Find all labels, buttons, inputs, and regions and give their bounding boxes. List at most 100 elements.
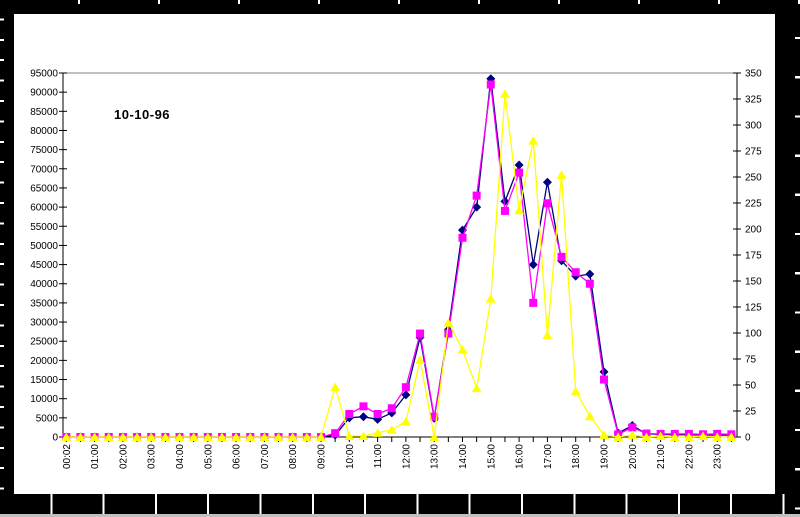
chart-canvas[interactable]: 0 5000 10000 15000 20000 25000 30000 35000 40000… — [14, 14, 775, 494]
triangle-marker — [117, 432, 128, 441]
triangle-marker — [316, 432, 326, 441]
triangle-marker — [655, 431, 666, 440]
series-3-yellow-triangle-line — [66, 93, 732, 438]
triangle-marker — [344, 431, 355, 440]
square-marker — [331, 429, 340, 438]
triangle-marker — [443, 318, 454, 327]
square-marker — [515, 168, 524, 177]
left-axis-labels: 0 5000 10000 15000 20000 25000 30000 35000 40000… — [30, 69, 67, 444]
triangle-marker — [613, 432, 624, 441]
x-axis-tick-label: 20:00 — [628, 444, 639, 469]
triangle-marker — [400, 416, 411, 426]
square-marker — [345, 410, 354, 419]
bottom-gray-strip — [0, 514, 800, 517]
x-axis-tick-label: 15:00 — [486, 444, 497, 469]
triangle-marker — [415, 355, 426, 365]
left-axis-tick-label: 45000 — [30, 260, 58, 271]
x-axis-tick-label: 07:00 — [260, 444, 271, 469]
square-marker — [387, 404, 396, 413]
right-axis-tick-label: 200 — [745, 225, 762, 236]
triangle-marker — [528, 136, 539, 145]
triangle-marker — [641, 432, 652, 441]
right-axis-tick-label: 300 — [745, 121, 762, 132]
square-marker — [543, 199, 552, 208]
left-axis-tick-label: 85000 — [30, 107, 58, 118]
square-marker — [430, 412, 439, 421]
right-axis-labels: 0 25 50 75 100 125 150 175 200 225 250 275 300 325 350 — [733, 69, 762, 444]
square-marker — [486, 80, 495, 89]
frame-ticks-top — [0, 0, 800, 4]
right-axis-tick-label: 100 — [745, 329, 762, 340]
triangle-marker — [188, 432, 199, 441]
x-axis-tick-label: 22:00 — [684, 444, 695, 469]
x-axis-tick-label: 00:02 — [62, 444, 73, 469]
triangle-marker — [514, 205, 525, 215]
right-axis-tick-label: 150 — [745, 277, 762, 288]
right-axis-tick-label: 0 — [745, 433, 751, 444]
left-axis-tick-label: 10000 — [30, 394, 58, 405]
triangle-marker — [372, 428, 383, 437]
triangle-marker — [89, 432, 100, 441]
left-axis-tick-label: 5000 — [36, 413, 59, 424]
diamond-marker — [358, 412, 368, 422]
x-axis-tick-label: 04:00 — [175, 444, 186, 469]
triangle-marker — [259, 432, 270, 441]
triangle-marker — [429, 432, 440, 441]
series-3-yellow-triangle — [61, 89, 737, 441]
right-axis-tick-label: 75 — [745, 355, 757, 366]
square-marker — [458, 233, 467, 242]
diamond-marker — [401, 390, 411, 400]
triangle-marker — [216, 432, 227, 441]
series-2-magenta-square-line — [66, 84, 732, 438]
left-axis-tick-label: 0 — [52, 433, 58, 444]
x-axis-tick-label: 12:00 — [401, 444, 412, 469]
x-axis-tick-label: 14:00 — [458, 444, 469, 469]
series-1-navy-diamond-line — [66, 78, 732, 438]
x-axis-tick-label: 09:00 — [317, 444, 328, 469]
triangle-marker — [245, 432, 256, 441]
x-axis-tick-label: 18:00 — [571, 444, 582, 469]
left-axis-tick-label: 90000 — [30, 88, 58, 99]
triangle-marker — [599, 430, 609, 439]
triangle-marker — [698, 431, 709, 440]
triangle-marker — [726, 432, 737, 441]
right-axis-tick-label: 250 — [745, 173, 762, 184]
triangle-marker — [712, 432, 723, 441]
left-axis-tick-label: 60000 — [30, 203, 58, 214]
frame-ticks-bottom — [0, 494, 800, 514]
triangle-marker — [627, 430, 638, 439]
x-axis-tick-label: 23:00 — [713, 444, 724, 469]
square-marker — [373, 410, 382, 419]
left-axis-tick-label: 65000 — [30, 183, 58, 194]
left-axis-tick-label: 95000 — [30, 69, 58, 80]
x-axis-labels: 00:02 01:00 02:00 03:00 04:00 05:00 06:00 07:00… — [62, 437, 732, 469]
square-marker — [359, 402, 368, 411]
diamond-marker — [599, 367, 609, 377]
square-marker — [557, 252, 566, 261]
square-marker — [472, 191, 481, 200]
triangle-marker — [75, 432, 86, 441]
triangle-marker — [146, 432, 157, 441]
triangle-marker — [287, 432, 298, 441]
series-2-magenta-square — [62, 80, 736, 441]
chart-title: 10-10-96 — [114, 107, 171, 122]
triangle-marker — [457, 345, 468, 354]
square-marker — [416, 329, 425, 338]
left-axis-tick-label: 75000 — [30, 145, 58, 156]
left-axis-tick-label: 50000 — [30, 241, 58, 252]
x-axis-tick-label: 19:00 — [600, 444, 611, 469]
left-axis-tick-label: 20000 — [30, 356, 58, 367]
x-axis-tick-label: 02:00 — [118, 444, 129, 469]
triangle-marker — [273, 432, 284, 441]
triangle-marker — [570, 386, 581, 396]
triangle-marker — [330, 382, 341, 392]
square-marker — [571, 268, 580, 277]
x-axis-tick-label: 16:00 — [515, 444, 526, 469]
triangle-marker — [499, 89, 510, 98]
x-axis-tick-label: 10:00 — [345, 444, 356, 469]
square-marker — [401, 383, 410, 392]
left-axis-tick-label: 70000 — [30, 164, 58, 175]
left-axis-tick-label: 55000 — [30, 222, 58, 233]
triangle-marker — [485, 294, 496, 303]
